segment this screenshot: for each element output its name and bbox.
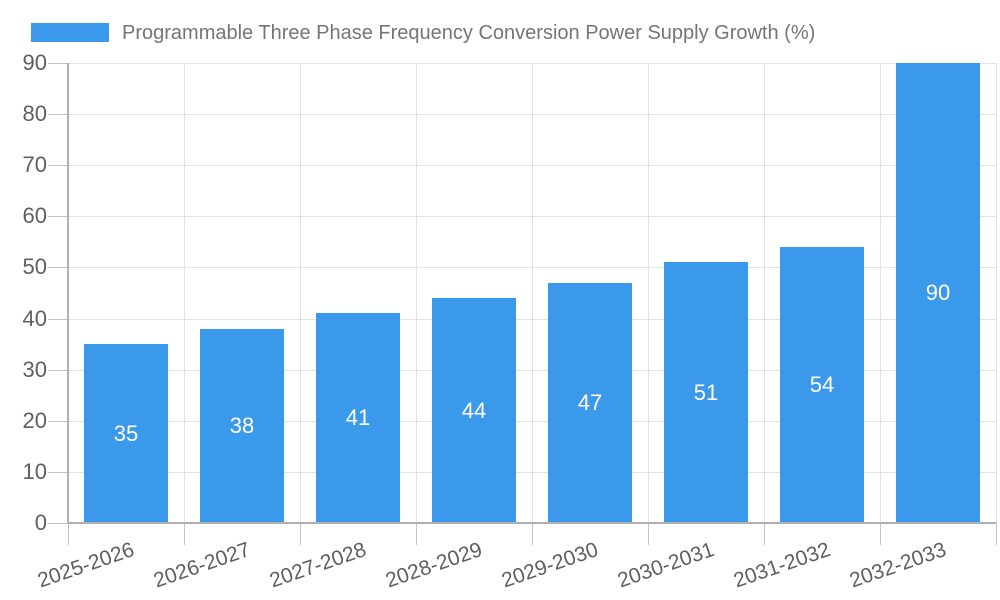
y-axis-tick-label: 0 [34,510,47,535]
x-tick-mark [763,523,765,545]
y-tick-mark [48,215,68,217]
bar-value-label: 54 [809,372,835,397]
y-tick-mark [48,62,68,64]
bar[interactable] [896,63,980,523]
gridline-vertical [415,63,417,523]
plot-area: 0 10 20 30 40 50 60 70 80 90 35 2025-2026 38 2026-202… [23,52,997,593]
legend-swatch-icon [31,23,109,42]
bar[interactable] [316,313,400,523]
gridline-vertical [995,63,997,523]
x-tick-mark [647,523,649,545]
gridline-vertical [299,63,301,523]
bar[interactable] [200,329,284,523]
bar-value-label: 41 [345,405,371,430]
x-tick-mark [67,523,69,545]
y-axis-tick-label: 20 [22,408,47,433]
y-axis-tick-label: 70 [22,152,47,177]
bar[interactable] [664,262,748,523]
y-axis-line [67,63,69,523]
x-tick-mark [183,523,185,545]
y-tick-mark [48,471,68,473]
y-axis-tick-label: 90 [22,50,47,75]
y-axis-tick-label: 40 [22,306,47,331]
y-tick-mark [48,420,68,422]
bar-value-label: 90 [925,280,951,305]
y-axis-tick-label: 50 [22,254,47,279]
y-tick-mark [48,113,68,115]
gridline-vertical [763,63,765,523]
bar[interactable] [780,247,864,523]
y-tick-mark [48,164,68,166]
y-tick-mark [48,318,68,320]
y-axis-tick-label: 30 [22,357,47,382]
legend-label: Programmable Three Phase Frequency Conve… [122,21,816,44]
chart-legend[interactable]: Programmable Three Phase Frequency Conve… [31,21,816,44]
y-axis-tick-label: 80 [22,101,47,126]
gridline-vertical [183,63,185,523]
gridline-vertical [531,63,533,523]
y-axis-tick-label: 10 [22,459,47,484]
bar-value-label: 35 [113,421,139,446]
y-tick-mark [48,369,68,371]
gridline-vertical [647,63,649,523]
x-tick-mark [299,523,301,545]
bar[interactable] [432,298,516,523]
x-tick-mark [879,523,881,545]
bar-value-label: 44 [461,398,487,423]
bar[interactable] [548,283,632,523]
y-tick-mark [48,522,68,524]
x-tick-mark [995,523,997,545]
gridline-vertical [879,63,881,523]
bar-value-label: 51 [693,380,719,405]
bar-value-label: 38 [229,413,255,438]
y-axis-tick-label: 60 [22,203,47,228]
x-tick-mark [531,523,533,545]
x-axis-line [68,522,996,524]
bar-value-label: 47 [577,390,603,415]
x-tick-mark [415,523,417,545]
bar[interactable] [84,344,168,523]
y-tick-mark [48,266,68,268]
